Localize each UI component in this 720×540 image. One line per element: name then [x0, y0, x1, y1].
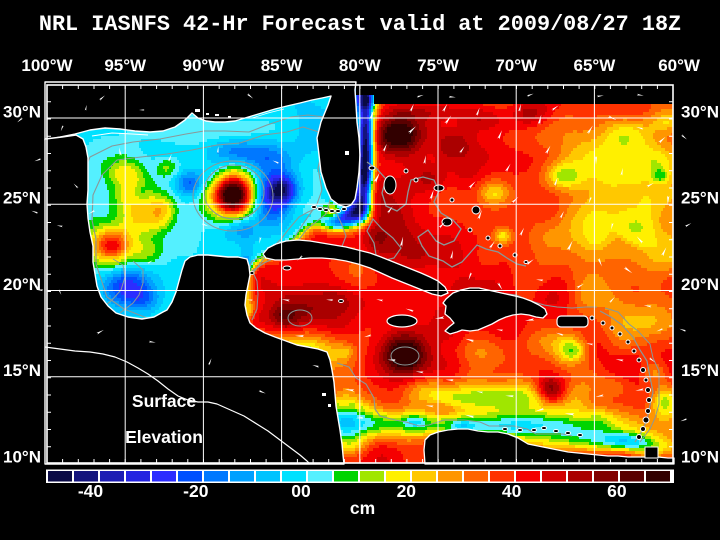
svg-text:30°N: 30°N — [3, 102, 41, 121]
svg-text:10°N: 10°N — [681, 447, 719, 466]
svg-text:cm: cm — [350, 498, 375, 518]
svg-text:Surface: Surface — [132, 391, 196, 411]
svg-text:70°W: 70°W — [495, 56, 538, 75]
svg-text:65°W: 65°W — [574, 56, 617, 75]
svg-text:85°W: 85°W — [261, 56, 304, 75]
svg-text:90°W: 90°W — [183, 56, 226, 75]
svg-text:NRL IASNFS 42-Hr Forecast val: NRL IASNFS 42-Hr Forecast valid at 2009/… — [39, 12, 681, 37]
svg-text:10°N: 10°N — [3, 447, 41, 466]
svg-text:00: 00 — [291, 481, 311, 501]
svg-text:-40: -40 — [78, 481, 104, 501]
svg-text:20: 20 — [397, 481, 417, 501]
svg-text:Elevation: Elevation — [125, 427, 203, 447]
svg-text:25°N: 25°N — [681, 189, 719, 208]
svg-text:75°W: 75°W — [417, 56, 460, 75]
svg-text:15°N: 15°N — [681, 361, 719, 380]
svg-text:40: 40 — [502, 481, 522, 501]
svg-text:60°W: 60°W — [658, 56, 701, 75]
svg-text:95°W: 95°W — [104, 56, 147, 75]
svg-text:25°N: 25°N — [3, 189, 41, 208]
svg-text:20°N: 20°N — [681, 275, 719, 294]
svg-text:80°W: 80°W — [339, 56, 382, 75]
svg-text:60: 60 — [607, 481, 627, 501]
svg-text:15°N: 15°N — [3, 361, 41, 380]
svg-text:100°W: 100°W — [21, 56, 73, 75]
svg-text:20°N: 20°N — [3, 275, 41, 294]
svg-text:30°N: 30°N — [681, 102, 719, 121]
svg-text:-20: -20 — [183, 481, 209, 501]
